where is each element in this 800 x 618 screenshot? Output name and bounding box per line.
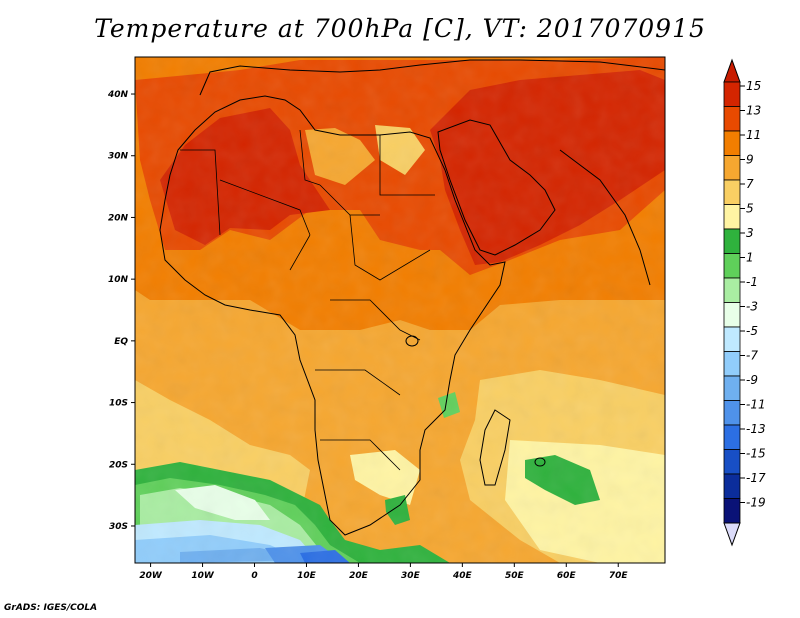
colorbar-cell xyxy=(723,302,741,328)
credit-label: GrADS: IGES/COLA xyxy=(4,603,98,613)
coastlines xyxy=(159,59,665,536)
colorbar-label: 15 xyxy=(746,79,761,93)
y-tick-label: 30S xyxy=(109,522,128,532)
y-tick-label: 30N xyxy=(108,152,129,162)
madagascar-coastline xyxy=(479,409,511,486)
x-tick-label: 10E xyxy=(297,571,317,581)
x-tick-label: 10W xyxy=(191,571,215,581)
colorbar-label: 7 xyxy=(746,177,754,191)
colorbar-top-arrow xyxy=(723,58,741,83)
colorbar-label: -7 xyxy=(746,349,758,363)
colorbar-label: 11 xyxy=(746,128,761,142)
colorbar-label: 9 xyxy=(746,153,754,167)
colorbar-cell xyxy=(723,106,741,132)
colorbar-label: 1 xyxy=(746,251,754,265)
colorbar-label: 5 xyxy=(746,202,754,216)
india-coastline xyxy=(559,149,651,286)
x-tick-label: 20W xyxy=(139,571,163,581)
x-tick-label: 70E xyxy=(609,571,629,581)
colorbar-label: -19 xyxy=(746,496,766,510)
x-tick-label: 0 xyxy=(251,571,257,581)
colorbar-cell xyxy=(723,155,741,181)
colorbar-cell xyxy=(723,424,741,450)
country-borders xyxy=(180,129,435,471)
y-tick-label: 40N xyxy=(107,90,129,100)
x-tick-label: 20E xyxy=(349,571,369,581)
x-tick-label: 60E xyxy=(557,571,577,581)
y-tick-label: 20N xyxy=(108,213,129,223)
colorbar-cell xyxy=(723,375,741,401)
colorbar: 15 13 11 9 7 5 3 1 -1 -3 -5 -7 -9 -11 -13 -15 -17 -19 xyxy=(723,58,766,547)
colorbar-cell xyxy=(723,351,741,377)
map-title: Temperature at 700hPa [C], VT: 201707091… xyxy=(94,14,706,43)
y-tick-label: 10N xyxy=(108,275,129,285)
colorbar-cell xyxy=(723,81,741,107)
colorbar-cell xyxy=(723,400,741,426)
lake-victoria xyxy=(405,335,419,347)
colorbar-label: -11 xyxy=(746,398,766,412)
arabia-coastline xyxy=(437,119,556,256)
y-tick-label: 20S xyxy=(109,460,128,470)
colorbar-label: -1 xyxy=(746,275,758,289)
colorbar-label: -17 xyxy=(746,471,766,485)
y-axis-ticks: 40N 30N 20N 10N EQ 10S 20S 30S xyxy=(107,90,135,532)
colorbar-label: 3 xyxy=(746,226,754,240)
colorbar-cell xyxy=(723,498,741,524)
colorbar-label: 13 xyxy=(746,104,761,118)
field-texture xyxy=(135,57,665,563)
colorbar-label: -15 xyxy=(746,447,766,461)
colorbar-cell xyxy=(723,228,741,254)
colorbar-cell xyxy=(723,449,741,475)
colorbar-label: -3 xyxy=(746,300,758,314)
colorbar-cell xyxy=(723,179,741,205)
colorbar-cell xyxy=(723,326,741,352)
x-axis-ticks: 20W 10W 0 10E 20E 30E 40E 50E 60E 70E xyxy=(139,563,628,581)
europe-coastline xyxy=(199,59,665,96)
colorbar-cell xyxy=(723,473,741,499)
colorbar-label: -9 xyxy=(746,373,758,387)
colorbar-cell xyxy=(723,204,741,230)
y-tick-label: 10S xyxy=(109,399,128,409)
x-tick-label: 40E xyxy=(452,571,473,581)
map-frame xyxy=(134,56,666,564)
colorbar-cell xyxy=(723,253,741,279)
colorbar-label: -13 xyxy=(746,422,766,436)
africa-coastline xyxy=(159,95,506,536)
colorbar-cell xyxy=(723,130,741,156)
colorbar-bottom-arrow xyxy=(723,522,741,547)
temperature-field xyxy=(135,57,665,563)
colorbar-cell xyxy=(723,277,741,303)
x-tick-label: 30E xyxy=(401,571,421,581)
x-tick-label: 50E xyxy=(505,571,525,581)
y-tick-label: EQ xyxy=(114,337,128,347)
reunion-outline xyxy=(534,457,546,467)
colorbar-label: -5 xyxy=(746,324,758,338)
